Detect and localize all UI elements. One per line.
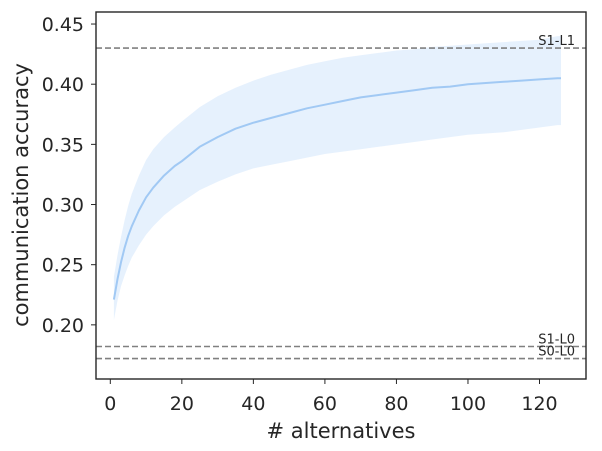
x-tick-label: 80	[384, 393, 408, 415]
y-axis-title: communication accuracy	[9, 63, 33, 327]
reference-label-s0-l0: S0-L0	[538, 345, 575, 360]
y-tick-label: 0.35	[42, 134, 84, 156]
x-tick-label: 40	[241, 393, 265, 415]
y-tick-label: 0.30	[42, 195, 84, 217]
y-tick-label: 0.45	[42, 14, 84, 36]
plot-frame	[95, 11, 587, 380]
reference-label-s1-l1: S1-L1	[538, 34, 575, 49]
mean-accuracy-line	[112, 77, 561, 300]
y-axis-ticks: 0.20 0.25 0.30 0.35 0.40 0.45	[42, 14, 96, 337]
y-tick-label: 0.40	[42, 74, 84, 96]
confidence-band	[113, 36, 562, 320]
x-tick-label: 120	[521, 393, 557, 415]
x-tick-label: 20	[170, 393, 194, 415]
x-tick-label: 100	[450, 393, 486, 415]
x-tick-label: 60	[313, 393, 337, 415]
x-tick-label: 0	[104, 393, 116, 415]
y-tick-label: 0.25	[42, 255, 84, 277]
y-tick-label: 0.20	[42, 315, 84, 337]
x-axis-ticks: 0 20 40 60 80 100 120	[104, 379, 558, 415]
x-axis-title: # alternatives	[267, 419, 416, 443]
reference-label-s1-l0: S1-L0	[538, 333, 575, 348]
